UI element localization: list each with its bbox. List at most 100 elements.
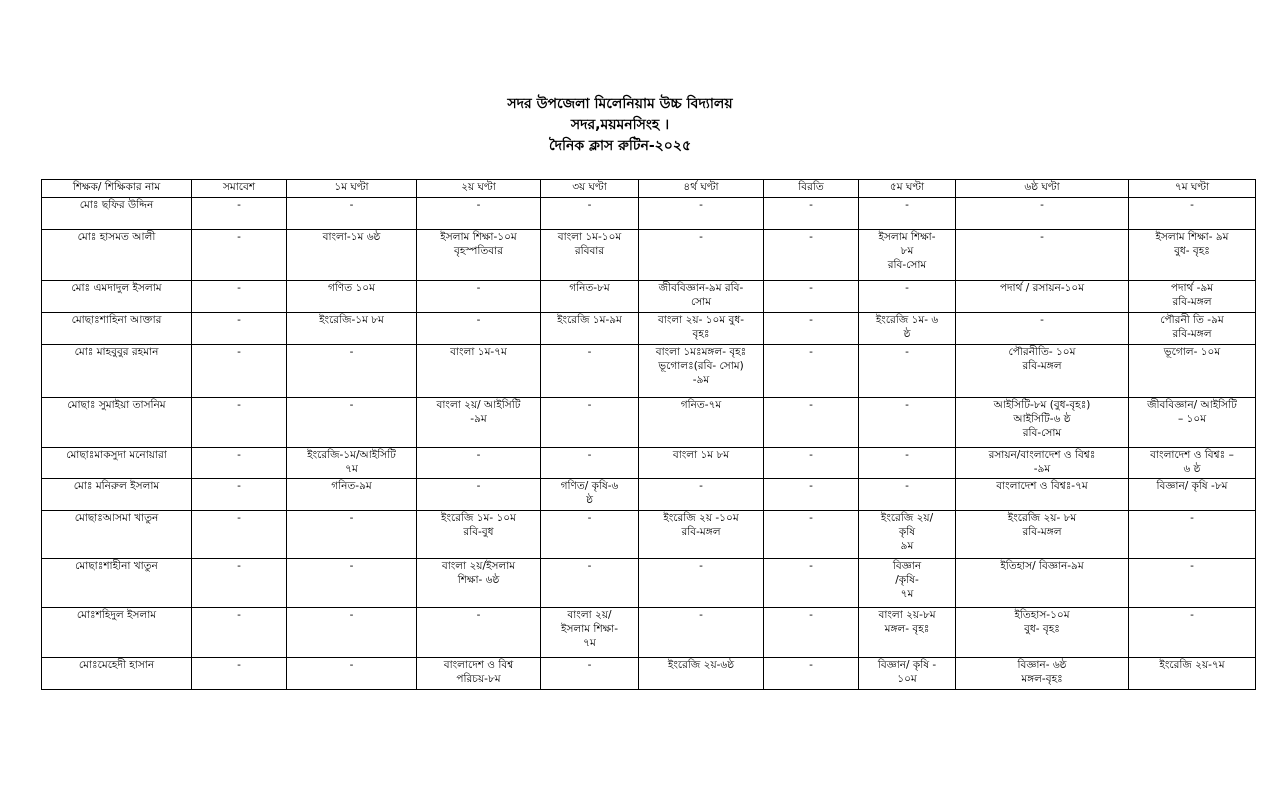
schedule-cell: -: [1128, 197, 1256, 230]
schedule-cell: -: [955, 197, 1129, 230]
table-row: মোছাঃ সুমাইয়া তাসনিম - - বাংলা ২য়/ আইসিটি…: [41, 397, 1256, 448]
schedule-cell: -: [858, 280, 956, 313]
schedule-cell: গণিত/ কৃষি-৬ ষ্ঠ: [540, 478, 639, 511]
teacher-name-cell: মোঃশহিদুল ইসলাম: [41, 607, 192, 658]
schedule-cell: বাংলা ২য়-৮ম মঙ্গল- বৃহঃ: [858, 607, 956, 658]
schedule-cell: আইসিটি-৮ম (বুধ-বৃহঃ) আইসিটি-৬ ষ্ঠ রবি-সো…: [955, 397, 1129, 448]
column-header: ৭ম ঘণ্টা: [1128, 179, 1256, 198]
schedule-cell: -: [191, 197, 287, 230]
table-row: মোঃ ছফির উদ্দিন - - - - - - - - -: [41, 197, 1256, 230]
schedule-cell: ইংরেজি ২য়-৬ষ্ঠ: [638, 657, 764, 690]
schedule-cell: -: [540, 397, 639, 448]
schedule-cell: পদার্থ / রসায়ন-১০ম: [955, 280, 1129, 313]
schedule-cell: ভূগোল- ১০ম: [1128, 344, 1256, 398]
table-row: মোঃ এমদাদুল ইসলাম - গণিত ১০ম - গনিত-৮ম জীববিজ…: [41, 280, 1256, 313]
schedule-cell: -: [763, 478, 859, 511]
table-row: মোঃশহিদুল ইসলাম - - - বাংলা ২য়/ ইসলাম শিক্ষ…: [41, 607, 1256, 658]
school-name: সদর উপজেলা মিলেনিয়াম উচ্চ বিদ্যালয়: [507, 96, 733, 112]
schedule-cell: -: [416, 312, 541, 345]
schedule-cell: -: [763, 657, 859, 690]
schedule-cell: গণিত ১০ম: [286, 280, 417, 313]
schedule-cell: বাংলাদেশ ও বিশ্বঃ-৭ম: [955, 478, 1129, 511]
document-title: দৈনিক ক্লাস রুটিন-২০২৫: [548, 138, 692, 154]
schedule-cell: -: [1128, 558, 1256, 608]
schedule-cell: ইংরেজি ২য়/ কৃষি ৯ম: [858, 510, 956, 559]
teacher-name-cell: মোছাঃ সুমাইয়া তাসনিম: [41, 397, 192, 448]
schedule-cell: -: [191, 344, 287, 398]
schedule-cell: -: [416, 607, 541, 658]
teacher-name-cell: মোঃ মাহবুবুর রহমান: [41, 344, 192, 398]
class-routine-table: শিক্ষক/ শিক্ষিকার নাম সমাবেশ ১ম ঘণ্টা ২য় ঘ…: [41, 179, 1256, 690]
schedule-cell: -: [416, 478, 541, 511]
schedule-cell: -: [1128, 607, 1256, 658]
schedule-cell: বাংলা ১ম ৮ম: [638, 447, 764, 479]
schedule-cell: বাংলা ১ম-৭ম: [416, 344, 541, 398]
column-header: ২য় ঘণ্টা: [416, 179, 541, 198]
table-header-row: শিক্ষক/ শিক্ষিকার নাম সমাবেশ ১ম ঘণ্টা ২য় ঘ…: [41, 179, 1256, 198]
column-header: ৬ষ্ঠ ঘণ্টা: [955, 179, 1129, 198]
schedule-cell: -: [286, 344, 417, 398]
table-row: মোঃ হাসমত আলী - বাংলা-১ম ৬ষ্ঠ ইসলাম শিক্ষা-…: [41, 229, 1256, 281]
schedule-cell: বিজ্ঞান/ কৃষি -৮ম: [1128, 478, 1256, 511]
schedule-cell: ইংরেজি-১ম/আইসিটি ৭ম: [286, 447, 417, 479]
column-header: শিক্ষক/ শিক্ষিকার নাম: [41, 179, 192, 198]
schedule-cell: ইসলাম শিক্ষা- ৮ম রবি-সোম: [858, 229, 956, 281]
table-row: মোছাঃশাহীনা খাতুন - - বাংলা ২য়/ইসলাম শিক্ষ…: [41, 558, 1256, 608]
table-row: মোছাঃআসমা খাতুন - - ইংরেজি ১ম- ১০ম রবি-বুধ -…: [41, 510, 1256, 559]
schedule-cell: -: [540, 447, 639, 479]
schedule-cell: -: [858, 344, 956, 398]
schedule-cell: -: [286, 397, 417, 448]
schedule-cell: -: [286, 558, 417, 608]
schedule-cell: -: [191, 312, 287, 345]
schedule-cell: -: [540, 558, 639, 608]
schedule-cell: ইতিহাস/ বিজ্ঞান-৯ম: [955, 558, 1129, 608]
schedule-cell: বাংলা ১ম-১০ম রবিবার: [540, 229, 639, 281]
schedule-cell: বিজ্ঞান/ কৃষি - ১০ম: [858, 657, 956, 690]
column-header: ১ম ঘণ্টা: [286, 179, 417, 198]
schedule-cell: -: [416, 447, 541, 479]
teacher-name-cell: মোঃ মনিরুল ইসলাম: [41, 478, 192, 511]
schedule-cell: -: [763, 229, 859, 281]
school-location: সদর,ময়মনসিংহ ।: [570, 117, 670, 133]
table-row: মোঃ মনিরুল ইসলাম - গনিত-৯ম - গণিত/ কৃষি-৬ ষ্…: [41, 478, 1256, 511]
schedule-cell: বাংলা ১মঃমঙ্গল- বৃহঃ ভূগোলঃ(রবি- সোম) -৯…: [638, 344, 764, 398]
schedule-cell: -: [638, 229, 764, 281]
teacher-name-cell: মোছাঃআসমা খাতুন: [41, 510, 192, 559]
schedule-cell: ইংরেজি ২য়- ৮ম রবি-মঙ্গল: [955, 510, 1129, 559]
schedule-cell: ইংরেজি ২য়-৭ম: [1128, 657, 1256, 690]
schedule-cell: -: [191, 510, 287, 559]
schedule-cell: -: [763, 447, 859, 479]
schedule-cell: -: [763, 312, 859, 345]
schedule-cell: -: [858, 197, 956, 230]
schedule-cell: -: [763, 280, 859, 313]
schedule-cell: -: [540, 344, 639, 398]
document-header: সদর উপজেলা মিলেনিয়াম উচ্চ বিদ্যালয় সদর…: [330, 94, 910, 157]
column-header: সমাবেশ: [191, 179, 287, 198]
schedule-cell: বাংলা ২য়/ ইসলাম শিক্ষা- ৭ম: [540, 607, 639, 658]
teacher-name-cell: মোঃ এমদাদুল ইসলাম: [41, 280, 192, 313]
schedule-cell: বাংলা-১ম ৬ষ্ঠ: [286, 229, 417, 281]
schedule-cell: -: [416, 280, 541, 313]
table-row: মোছাঃশাহিনা আক্তার - ইংরেজি-১ম ৮ম - ইংরেজি ১…: [41, 312, 1256, 345]
schedule-cell: -: [286, 607, 417, 658]
schedule-cell: -: [763, 397, 859, 448]
schedule-cell: -: [191, 657, 287, 690]
schedule-cell: ইতিহাস-১০ম বুধ- বৃহঃ: [955, 607, 1129, 658]
schedule-cell: জীববিজ্ঞান-৯ম রবি- সোম: [638, 280, 764, 313]
schedule-cell: -: [191, 607, 287, 658]
schedule-cell: -: [858, 397, 956, 448]
teacher-name-cell: মোঃ হাসমত আলী: [41, 229, 192, 281]
schedule-cell: -: [955, 229, 1129, 281]
schedule-cell: পৌরনী তি -৯ম রবি-মঙ্গল: [1128, 312, 1256, 345]
schedule-cell: -: [955, 312, 1129, 345]
schedule-cell: জীববিজ্ঞান/ আইসিটি – ১০ম: [1128, 397, 1256, 448]
schedule-cell: -: [638, 197, 764, 230]
schedule-cell: -: [191, 229, 287, 281]
schedule-cell: -: [191, 397, 287, 448]
column-header: ৩য় ঘণ্টা: [540, 179, 639, 198]
schedule-cell: -: [1128, 510, 1256, 559]
schedule-cell: -: [540, 510, 639, 559]
schedule-cell: -: [416, 197, 541, 230]
schedule-cell: -: [540, 197, 639, 230]
schedule-cell: -: [191, 280, 287, 313]
